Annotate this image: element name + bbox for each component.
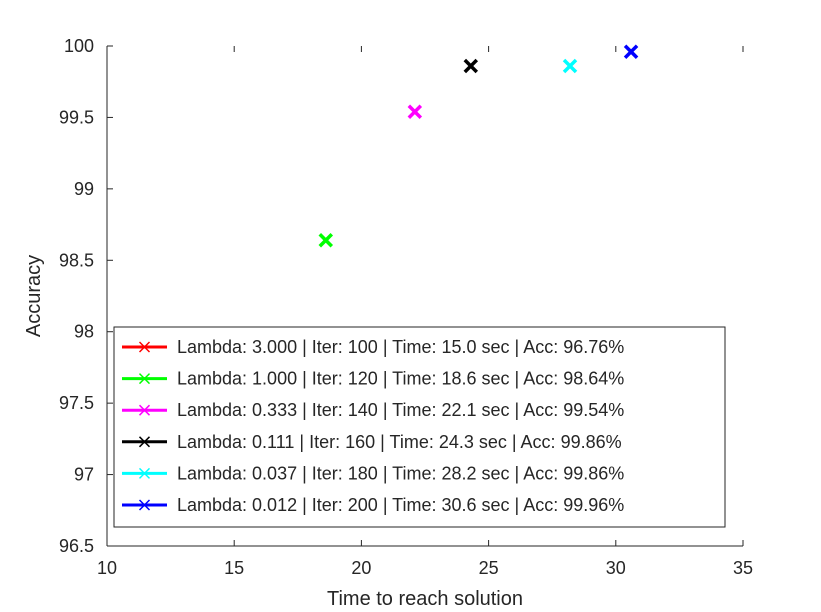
y-tick-label: 98 <box>74 322 94 342</box>
legend-item: Lambda: 0.111 | Iter: 160 | Time: 24.3 s… <box>122 432 622 452</box>
y-tick-label: 97.5 <box>59 393 94 413</box>
axes <box>106 46 743 547</box>
legend-label: Lambda: 1.000 | Iter: 120 | Time: 18.6 s… <box>177 369 624 389</box>
data-point-stroke <box>463 58 479 74</box>
legend-item: Lambda: 0.333 | Iter: 140 | Time: 22.1 s… <box>122 400 624 420</box>
legend-item: Lambda: 3.000 | Iter: 100 | Time: 15.0 s… <box>122 337 624 357</box>
legend-label: Lambda: 0.111 | Iter: 160 | Time: 24.3 s… <box>177 432 622 452</box>
legend-item: Lambda: 1.000 | Iter: 120 | Time: 18.6 s… <box>122 369 624 389</box>
x-tick-label: 10 <box>97 558 117 578</box>
legend-item: Lambda: 0.012 | Iter: 200 | Time: 30.6 s… <box>122 495 624 515</box>
legend-label: Lambda: 0.037 | Iter: 180 | Time: 28.2 s… <box>177 463 624 483</box>
data-point <box>318 233 334 248</box>
legend-item: Lambda: 0.037 | Iter: 180 | Time: 28.2 s… <box>122 463 624 483</box>
x-tick-label: 35 <box>733 558 753 578</box>
legend: Lambda: 3.000 | Iter: 100 | Time: 15.0 s… <box>113 326 726 528</box>
y-tick-label: 99.5 <box>59 107 94 127</box>
y-ticks: 96.5 97 97.5 98 98.5 99 99.5 100 <box>59 36 113 556</box>
data-point <box>562 58 578 74</box>
x-axis-label: Time to reach solution <box>327 588 523 610</box>
data-point <box>623 44 639 59</box>
legend-marker <box>138 341 151 353</box>
legend-marker <box>138 404 151 416</box>
data-point-stroke <box>318 233 334 248</box>
data-point <box>407 104 423 119</box>
data-point <box>463 58 479 74</box>
legend-label: Lambda: 0.012 | Iter: 200 | Time: 30.6 s… <box>177 495 624 515</box>
y-tick-label: 100 <box>64 36 94 56</box>
x-tick-label: 20 <box>351 558 371 578</box>
legend-label: Lambda: 3.000 | Iter: 100 | Time: 15.0 s… <box>177 337 624 357</box>
y-tick-label: 99 <box>74 179 94 199</box>
x-tick-label: 30 <box>606 558 626 578</box>
y-tick-label: 97 <box>74 465 94 485</box>
legend-marker <box>138 373 151 385</box>
legend-marker <box>138 499 151 511</box>
data-point-stroke <box>407 104 423 119</box>
data-point-stroke <box>562 58 578 74</box>
y-axis-label: Accuracy <box>23 255 45 337</box>
x-tick-label: 15 <box>224 558 244 578</box>
data-point-stroke <box>623 44 639 59</box>
x-tick-label: 25 <box>479 558 499 578</box>
y-tick-label: 96.5 <box>59 536 94 556</box>
legend-box <box>113 326 726 528</box>
y-tick-label: 98.5 <box>59 250 94 270</box>
x-ticks: 10 15 20 25 30 35 <box>97 46 753 578</box>
legend-marker <box>138 467 151 479</box>
legend-label: Lambda: 0.333 | Iter: 140 | Time: 22.1 s… <box>177 400 624 420</box>
legend-marker <box>138 436 151 448</box>
